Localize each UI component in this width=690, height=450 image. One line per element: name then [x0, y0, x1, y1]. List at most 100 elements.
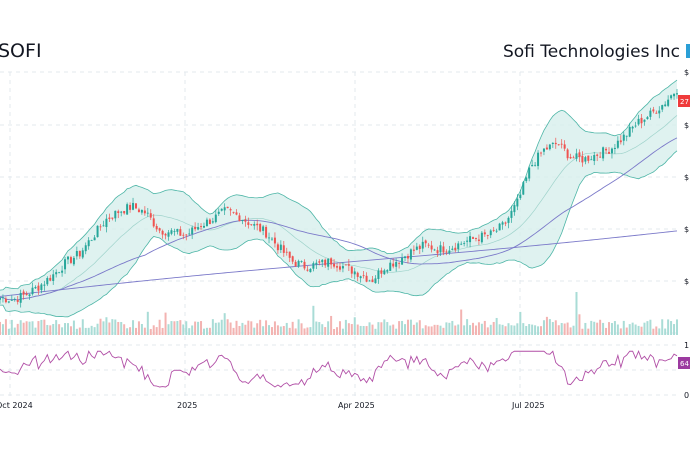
volume-bar	[584, 322, 587, 335]
volume-bar	[120, 322, 123, 335]
candle-body	[655, 112, 658, 114]
volume-bar	[217, 322, 220, 335]
candle-body	[356, 272, 359, 277]
candle-body	[205, 219, 208, 227]
volume-bar	[560, 323, 563, 335]
candle-body	[25, 293, 28, 296]
volume-bar	[537, 326, 540, 335]
volume-bar	[398, 321, 401, 335]
candle-body	[330, 258, 333, 265]
volume-bar	[350, 324, 353, 335]
candle-body	[498, 223, 501, 231]
volume-bar	[49, 325, 52, 335]
candle-body	[664, 104, 667, 107]
volume-bar	[602, 322, 605, 335]
volume-bar	[489, 324, 492, 335]
candle-body	[90, 240, 93, 242]
volume-bar	[368, 322, 371, 335]
candle-body	[344, 264, 347, 266]
candle-body	[599, 156, 602, 158]
volume-bar	[628, 324, 631, 335]
volume-bar	[22, 322, 25, 335]
volume-bar	[472, 322, 475, 335]
candle-body	[256, 223, 259, 226]
candle-body	[489, 230, 492, 236]
candle-body	[140, 209, 143, 213]
candle-body	[158, 228, 161, 231]
osc-tick-label: 0	[684, 391, 689, 400]
volume-bar	[395, 328, 398, 335]
volume-bar	[214, 322, 217, 335]
candle-body	[625, 135, 628, 137]
candle-body	[250, 224, 253, 226]
volume-bar	[581, 328, 584, 335]
volume-bar	[66, 323, 69, 335]
price-tick-label: $	[684, 225, 689, 234]
x-tick-label: Oct 2024	[0, 401, 33, 410]
candle-body	[554, 142, 557, 145]
candle-body	[540, 152, 543, 154]
volume-bar	[338, 321, 341, 335]
candle-body	[188, 233, 191, 235]
volume-bar	[483, 320, 486, 335]
candle-body	[572, 157, 575, 159]
candle-body	[69, 257, 72, 263]
oscillator-badge	[678, 357, 690, 369]
volume-bar	[643, 322, 646, 335]
volume-bar	[200, 321, 203, 335]
volume-bar	[114, 319, 117, 335]
x-tick-label: Apr 2025	[338, 401, 375, 410]
candle-body	[111, 217, 114, 219]
volume-bar	[129, 327, 132, 335]
candle-body	[182, 234, 185, 236]
candle-body	[282, 245, 285, 253]
volume-bar	[676, 319, 678, 335]
candle-body	[676, 93, 678, 95]
candle-body	[433, 249, 436, 251]
volume-bar	[415, 322, 418, 335]
candle-body	[492, 229, 495, 231]
candle-body	[495, 230, 498, 232]
candle-body	[380, 270, 383, 274]
volume-bar	[548, 319, 551, 335]
candle-body	[353, 271, 356, 275]
candle-body	[303, 261, 306, 269]
candle-body	[28, 294, 31, 297]
volume-bar	[596, 322, 599, 335]
candle-body	[232, 211, 235, 213]
volume-bar	[259, 319, 262, 335]
candle-body	[504, 222, 507, 224]
volume-bar	[578, 314, 581, 335]
volume-bar	[256, 323, 259, 335]
candle-body	[161, 230, 164, 235]
volume-bar	[99, 318, 102, 335]
volume-bar	[486, 327, 489, 335]
volume-bar	[610, 323, 613, 335]
volume-bar	[460, 309, 463, 335]
volume-bar	[670, 321, 673, 335]
candle-body	[350, 266, 353, 274]
candle-body	[179, 229, 182, 236]
bollinger-band	[0, 79, 678, 318]
candle-body	[661, 105, 664, 110]
volume-bar	[173, 321, 176, 335]
candle-body	[445, 251, 448, 253]
volume-bar	[424, 325, 427, 335]
volume-bar	[667, 319, 670, 335]
candle-body	[646, 117, 649, 119]
ma-200-line	[0, 230, 678, 297]
volume-bar	[188, 328, 191, 335]
volume-bar	[241, 322, 244, 335]
volume-bar	[344, 319, 347, 335]
candle-body	[469, 236, 472, 243]
candle-body	[96, 225, 99, 238]
candle-body	[542, 148, 545, 152]
volume-bar	[282, 326, 285, 335]
volume-bar	[149, 328, 152, 335]
volume-bar	[551, 322, 554, 335]
candle-body	[474, 237, 477, 239]
volume-bar	[46, 324, 49, 335]
candle-body	[436, 250, 439, 254]
candle-body	[137, 209, 140, 213]
